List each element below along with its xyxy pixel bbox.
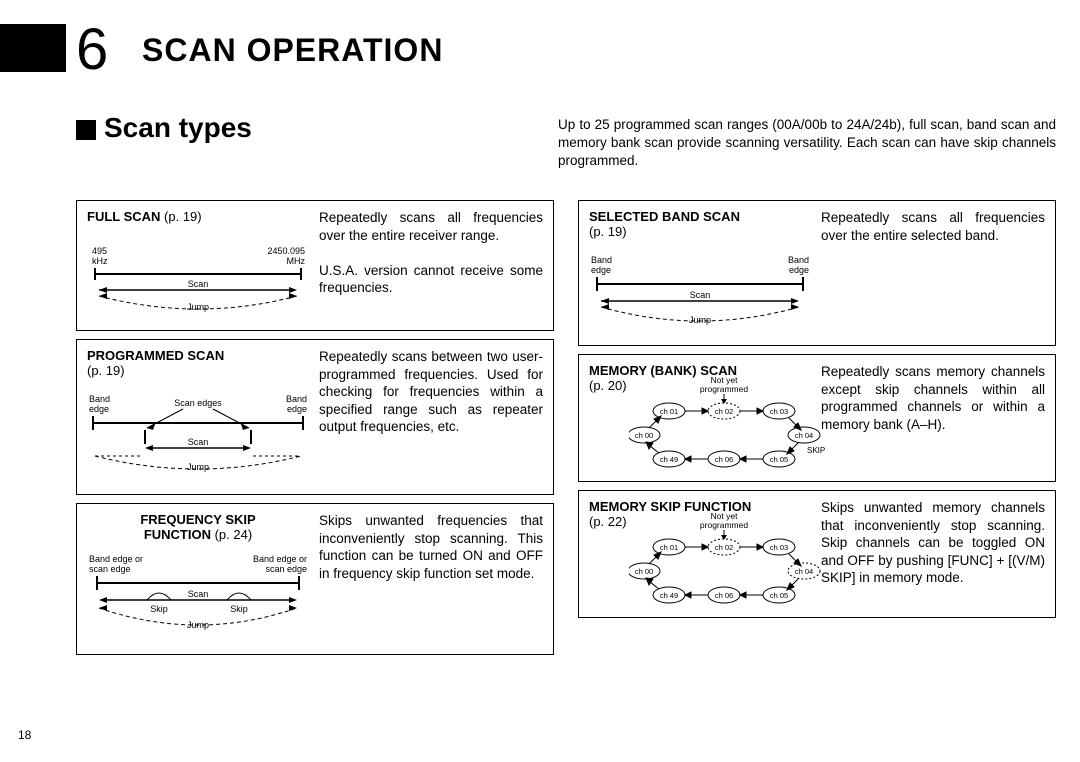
svg-text:Band edge orscan edge: Band edge orscan edge	[253, 554, 307, 574]
programmed-scan-diagram: Bandedge Scan edges Bandedge	[87, 384, 309, 484]
skip-label-2: Skip	[230, 604, 248, 614]
svg-text:ch 49: ch 49	[660, 591, 678, 600]
svg-text:ch 00: ch 00	[635, 567, 653, 576]
svg-text:Band edge orscan edge: Band edge orscan edge	[89, 554, 143, 574]
programmed-scan-block: PROGRAMMED SCAN(p. 19) Bandedge Scan edg…	[76, 339, 554, 495]
svg-text:ch 02: ch 02	[715, 407, 733, 416]
svg-text:ch 05: ch 05	[770, 455, 788, 464]
svg-text:Jump: Jump	[689, 315, 711, 325]
chapter-title: SCAN OPERATION	[142, 32, 443, 69]
left-column: FULL SCAN (p. 19) 495kHz 2450.095MHz Sca…	[76, 200, 554, 655]
header-black-bar	[0, 24, 66, 72]
right-freq-label: 2450.095MHz	[267, 246, 305, 266]
scan-edges-label: Scan edges	[174, 398, 222, 408]
programmed-scan-title: PROGRAMMED SCAN(p. 19)	[87, 348, 309, 378]
skip-label-1: Skip	[150, 604, 168, 614]
svg-text:ch 01: ch 01	[660, 543, 678, 552]
section-title: Scan types	[104, 112, 252, 144]
freq-skip-title: FREQUENCY SKIPFUNCTION (p. 24)	[87, 512, 309, 542]
jump-label: Jump	[187, 302, 209, 312]
jump-label: Jump	[187, 462, 209, 472]
programmed-scan-desc: Repeatedly scans between two user-progra…	[319, 348, 543, 484]
selected-band-block: SELECTED BAND SCAN(p. 19) Bandedge Bande…	[578, 200, 1056, 346]
scan-label: Scan	[188, 589, 209, 599]
svg-text:ch 03: ch 03	[770, 543, 788, 552]
svg-text:Bandedge: Bandedge	[788, 255, 809, 275]
freq-skip-diagram: Band edge orscan edge Band edge orscan e…	[87, 548, 309, 644]
svg-text:ch 05: ch 05	[770, 591, 788, 600]
left-edge-label: Bandedge	[89, 394, 110, 414]
memory-skip-desc: Skips unwanted memory channels that inco…	[821, 499, 1045, 607]
intro-paragraph: Up to 25 programmed scan ranges (00A/00b…	[558, 116, 1056, 171]
freq-skip-block: FREQUENCY SKIPFUNCTION (p. 24) Band edge…	[76, 503, 554, 655]
page-number: 18	[18, 728, 31, 742]
selected-band-diagram: Bandedge Bandedge Scan Jump	[589, 245, 811, 335]
full-scan-diagram: 495kHz 2450.095MHz Scan	[87, 230, 309, 320]
memory-bank-block: MEMORY (BANK) SCAN(p. 20) Not yetprogram…	[578, 354, 1056, 482]
svg-text:ch 04: ch 04	[795, 567, 813, 576]
section-marker	[76, 120, 96, 140]
svg-text:ch 49: ch 49	[660, 455, 678, 464]
svg-text:ch 02: ch 02	[715, 543, 733, 552]
full-scan-block: FULL SCAN (p. 19) 495kHz 2450.095MHz Sca…	[76, 200, 554, 331]
selected-band-title: SELECTED BAND SCAN(p. 19)	[589, 209, 811, 239]
right-edge-label: Bandedge	[286, 394, 307, 414]
memory-skip-block: MEMORY SKIP FUNCTION(p. 22) Not yetprogr…	[578, 490, 1056, 618]
chapter-number: 6	[76, 16, 108, 83]
svg-text:ch 04: ch 04	[795, 431, 813, 440]
svg-text:Scan: Scan	[690, 290, 711, 300]
svg-text:ch 03: ch 03	[770, 407, 788, 416]
jump-label: Jump	[187, 620, 209, 630]
svg-text:Bandedge: Bandedge	[591, 255, 612, 275]
scan-label: Scan	[188, 437, 209, 447]
svg-text:ch 06: ch 06	[715, 591, 733, 600]
full-scan-title: FULL SCAN (p. 19)	[87, 209, 309, 224]
left-freq-label: 495kHz	[92, 246, 108, 266]
memory-bank-desc: Repeatedly scans memory channels except …	[821, 363, 1045, 471]
scan-label: Scan	[188, 279, 209, 289]
right-column: SELECTED BAND SCAN(p. 19) Bandedge Bande…	[578, 200, 1056, 655]
full-scan-desc: Repeatedly scans all frequencies over th…	[319, 209, 543, 320]
svg-text:ch 06: ch 06	[715, 455, 733, 464]
selected-band-desc: Repeatedly scans all frequencies over th…	[821, 209, 1045, 335]
svg-text:ch 01: ch 01	[660, 407, 678, 416]
freq-skip-desc: Skips unwanted frequencies that inconven…	[319, 512, 543, 644]
svg-text:ch 00: ch 00	[635, 431, 653, 440]
content-columns: FULL SCAN (p. 19) 495kHz 2450.095MHz Sca…	[76, 200, 1056, 655]
